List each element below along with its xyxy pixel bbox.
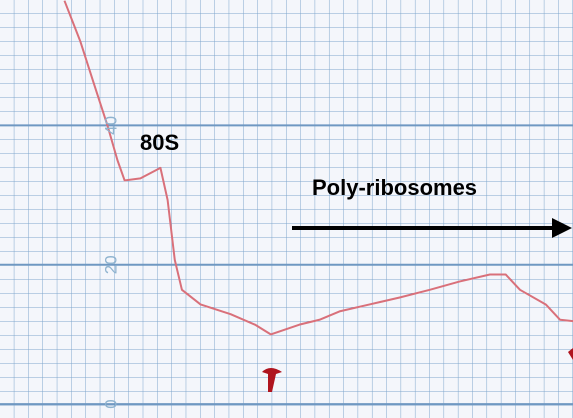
y-tick-label: 20 <box>101 255 120 274</box>
y-tick-label: 40 <box>101 116 120 135</box>
y-tick-label: 0 <box>101 399 120 408</box>
chart: 80S Poly-ribosomes 0 20 40 <box>0 0 573 418</box>
paper-grid <box>0 0 573 418</box>
annotation: Poly-ribosomes <box>312 175 477 200</box>
page: {"chart_data": {"type": "line", "annotat… <box>0 0 573 418</box>
annotation: 80S <box>140 130 179 155</box>
